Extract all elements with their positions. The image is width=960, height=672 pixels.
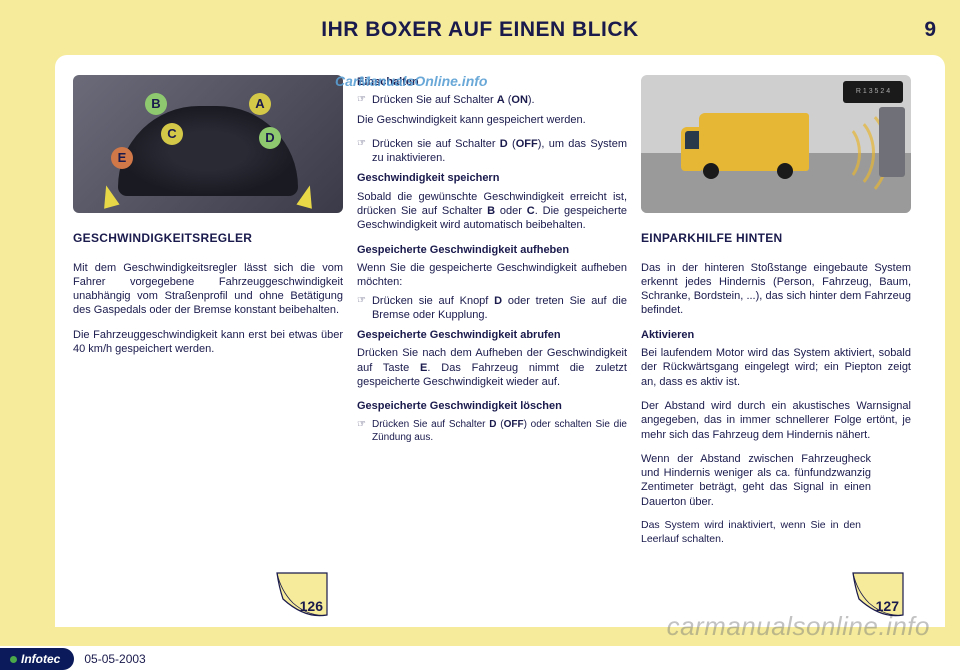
gear-indicator: R 1 3 5 2 4 bbox=[843, 81, 903, 103]
badge-a: A bbox=[249, 93, 271, 115]
page-footer: Infotec 05-05-2003 bbox=[0, 646, 960, 672]
column-3: R 1 3 5 2 4 EINPARKHILFE HINTEN Das in d… bbox=[641, 75, 911, 617]
header-title: IHR BOXER AUF EINEN BLICK bbox=[321, 18, 638, 41]
parking-para-2: Bei laufendem Motor wird das System akti… bbox=[641, 346, 911, 389]
badge-b: B bbox=[145, 93, 167, 115]
store-speed-para: Sobald die gewünschte Geschwindigkeit er… bbox=[357, 190, 627, 233]
page-ref-126-number: 126 bbox=[300, 597, 323, 615]
obstacle-graphic bbox=[879, 107, 905, 177]
page-ref-126: 126 bbox=[275, 571, 331, 621]
parking-para-5: Das System wird inaktiviert, wenn Sie in… bbox=[641, 519, 911, 546]
switch-on-para: Die Geschwindigkeit kann gespeichert wer… bbox=[357, 113, 627, 127]
recall-speed-para: Drücken Sie nach dem Aufheben der Geschw… bbox=[357, 346, 627, 389]
cancel-speed-heading: Gespeicherte Geschwindigkeit aufheben bbox=[357, 243, 627, 257]
activate-heading: Aktivieren bbox=[641, 328, 911, 342]
bullet-clear-text: Drücken Sie auf Schalter D (OFF) oder sc… bbox=[372, 418, 627, 444]
wheel-rear bbox=[777, 163, 793, 179]
store-speed-heading: Geschwindigkeit speichern bbox=[357, 171, 627, 185]
bullet-clear: Drücken Sie auf Schalter D (OFF) oder sc… bbox=[357, 418, 627, 444]
cruise-para-1: Mit dem Geschwindigkeitsregler lässt sic… bbox=[73, 261, 343, 318]
bullet-switch-d-text: Drücken sie auf Schalter D (OFF), um das… bbox=[372, 137, 627, 166]
badge-d: D bbox=[259, 127, 281, 149]
cruise-para-2: Die Fahrzeuggeschwindigkeit kann erst be… bbox=[73, 328, 343, 357]
manual-page: IHR BOXER AUF EINEN BLICK 9 CarManualsOn… bbox=[0, 0, 960, 672]
van-graphic bbox=[699, 113, 809, 171]
bullet-switch-a: Drücken Sie auf Schalter A (ON). bbox=[357, 93, 627, 107]
column-2: Einschalten Drücken Sie auf Schalter A (… bbox=[357, 75, 627, 617]
bullet-cancel-text: Drücken sie auf Knopf D oder treten Sie … bbox=[372, 294, 627, 323]
content-area: A B C D E GESCHWINDIGKEITSREGLER Mit dem… bbox=[55, 55, 945, 627]
recall-speed-heading: Gespeicherte Geschwindigkeit abrufen bbox=[357, 328, 627, 342]
badge-e: E bbox=[111, 147, 133, 169]
steering-wheel-graphic bbox=[118, 106, 298, 196]
parking-para-4: Wenn der Abstand zwischen Fahrzeugheck u… bbox=[641, 452, 911, 509]
arrow-left-icon bbox=[98, 183, 119, 208]
column-1: A B C D E GESCHWINDIGKEITSREGLER Mit dem… bbox=[73, 75, 343, 617]
clear-speed-heading: Gespeicherte Geschwindigkeit löschen bbox=[357, 399, 627, 413]
sensor-arc-3 bbox=[809, 103, 889, 203]
van-window bbox=[685, 131, 699, 149]
watermark-top: CarManualsOnline.info bbox=[335, 73, 487, 89]
footer-date: 05-05-2003 bbox=[84, 652, 145, 666]
page-header: IHR BOXER AUF EINEN BLICK 9 bbox=[0, 0, 960, 42]
parking-assist-illustration: R 1 3 5 2 4 bbox=[641, 75, 911, 213]
infotec-dot-icon bbox=[10, 656, 17, 663]
bullet-switch-a-text: Drücken Sie auf Schalter A (ON). bbox=[372, 93, 627, 107]
bullet-switch-d: Drücken sie auf Schalter D (OFF), um das… bbox=[357, 137, 627, 166]
parking-para-3: Der Abstand wird durch ein akustisches W… bbox=[641, 399, 911, 442]
cancel-speed-para: Wenn Sie die gespeicherte Geschwindigkei… bbox=[357, 261, 627, 290]
parking-assist-title: EINPARKHILFE HINTEN bbox=[641, 231, 911, 247]
parking-para-1: Das in der hinteren Stoßstange eingebaut… bbox=[641, 261, 911, 318]
watermark-bottom: carmanualsonline.info bbox=[667, 611, 930, 642]
cruise-control-illustration: A B C D E bbox=[73, 75, 343, 213]
infotec-label: Infotec bbox=[21, 652, 60, 666]
infotec-badge: Infotec bbox=[0, 648, 74, 670]
badge-c: C bbox=[161, 123, 183, 145]
page-number: 9 bbox=[924, 18, 936, 42]
wheel-front bbox=[703, 163, 719, 179]
cruise-control-title: GESCHWINDIGKEITSREGLER bbox=[73, 231, 343, 247]
bullet-cancel: Drücken sie auf Knopf D oder treten Sie … bbox=[357, 294, 627, 323]
arrow-right-icon bbox=[296, 183, 317, 208]
